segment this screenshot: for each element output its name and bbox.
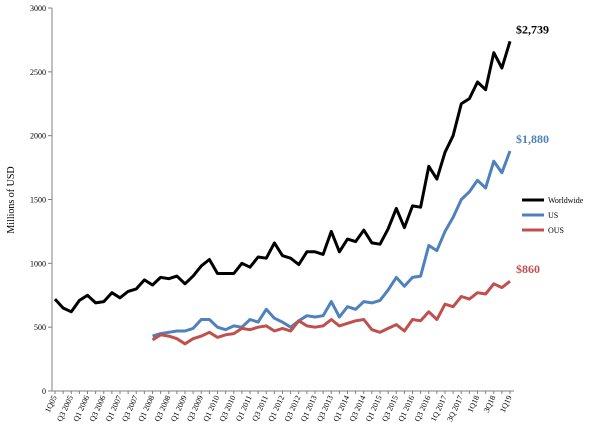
- y-axis-label: Millions of USD: [6, 166, 17, 233]
- y-tick-label: 2000: [30, 132, 46, 141]
- value-label: $2,739: [516, 22, 549, 36]
- series-line: [53, 40, 512, 314]
- y-tick-label: 2500: [30, 68, 46, 77]
- legend-label: Worldwide: [548, 196, 584, 205]
- y-tick-label: 3000: [30, 4, 46, 13]
- y-tick-label: 1500: [30, 196, 46, 205]
- x-tick-label: 3Q18: [482, 394, 498, 414]
- legend-label: OUS: [548, 226, 564, 235]
- value-label: $1,880: [516, 132, 549, 146]
- value-label: $860: [516, 262, 540, 276]
- x-tick-label: 1Q19: [498, 394, 514, 414]
- y-tick-label: 1000: [30, 259, 46, 268]
- series-line: [151, 280, 511, 346]
- y-tick-label: 0: [42, 387, 46, 396]
- x-tick-label: 1Q05: [43, 394, 59, 414]
- series-line: [152, 150, 512, 338]
- x-tick-label: 1Q18: [466, 394, 482, 414]
- y-tick-label: 500: [34, 323, 46, 332]
- legend-label: US: [548, 211, 558, 220]
